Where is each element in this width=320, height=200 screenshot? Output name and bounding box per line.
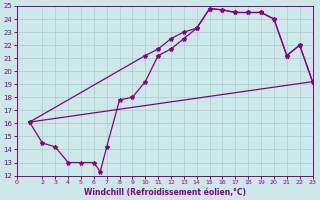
X-axis label: Windchill (Refroidissement éolien,°C): Windchill (Refroidissement éolien,°C) [84,188,245,197]
